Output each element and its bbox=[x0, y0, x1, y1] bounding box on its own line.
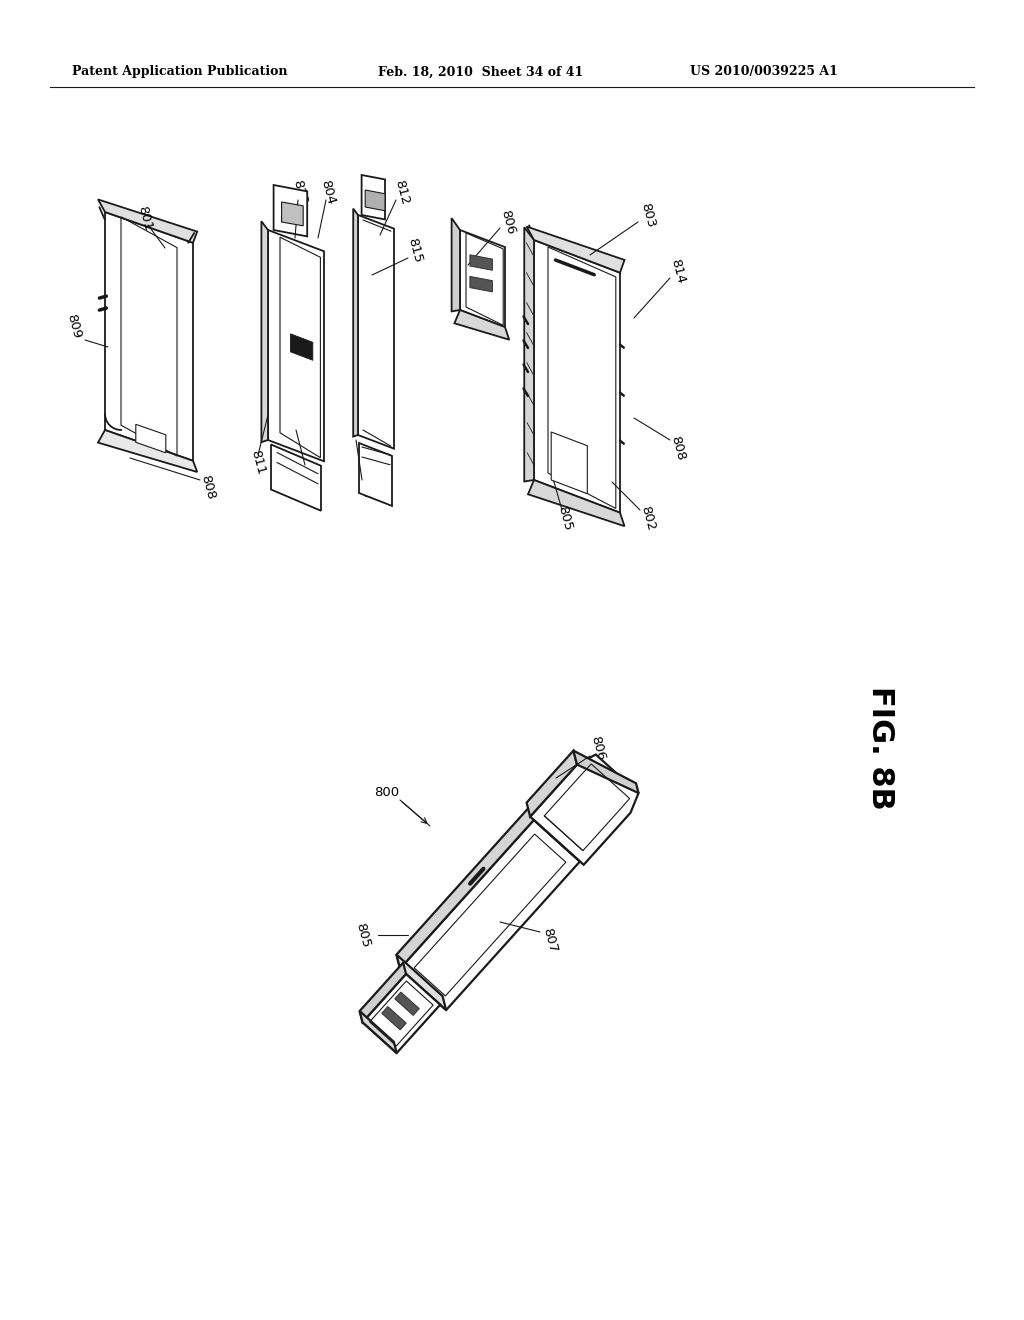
Text: 801: 801 bbox=[135, 205, 155, 232]
Polygon shape bbox=[271, 445, 321, 511]
Polygon shape bbox=[268, 230, 324, 461]
Polygon shape bbox=[273, 185, 307, 236]
Polygon shape bbox=[452, 218, 460, 312]
Polygon shape bbox=[460, 230, 505, 327]
Text: 808: 808 bbox=[199, 473, 217, 500]
Text: 805: 805 bbox=[555, 504, 574, 532]
Polygon shape bbox=[551, 432, 588, 494]
Text: 807: 807 bbox=[541, 927, 559, 954]
Polygon shape bbox=[98, 199, 198, 243]
Polygon shape bbox=[261, 222, 268, 442]
Polygon shape bbox=[396, 807, 534, 969]
Text: 811: 811 bbox=[249, 447, 267, 477]
Polygon shape bbox=[105, 213, 193, 461]
Polygon shape bbox=[358, 215, 394, 449]
Polygon shape bbox=[526, 227, 625, 273]
Polygon shape bbox=[282, 202, 303, 226]
Polygon shape bbox=[382, 1007, 407, 1030]
Text: 803: 803 bbox=[638, 201, 657, 228]
Text: US 2010/0039225 A1: US 2010/0039225 A1 bbox=[690, 66, 838, 78]
Polygon shape bbox=[526, 751, 577, 817]
Text: 806: 806 bbox=[499, 209, 517, 236]
Polygon shape bbox=[291, 334, 312, 360]
Polygon shape bbox=[548, 247, 615, 508]
Text: 809: 809 bbox=[65, 312, 83, 339]
Polygon shape bbox=[362, 974, 440, 1053]
Text: 808: 808 bbox=[669, 434, 687, 462]
Text: 802: 802 bbox=[638, 504, 657, 532]
Polygon shape bbox=[361, 176, 385, 219]
Polygon shape bbox=[530, 807, 580, 862]
Polygon shape bbox=[359, 1011, 396, 1053]
Text: 800: 800 bbox=[375, 787, 399, 800]
Text: Patent Application Publication: Patent Application Publication bbox=[72, 66, 288, 78]
Text: 807: 807 bbox=[355, 474, 375, 502]
Polygon shape bbox=[455, 310, 509, 339]
Polygon shape bbox=[466, 234, 503, 325]
Polygon shape bbox=[280, 238, 321, 458]
Polygon shape bbox=[359, 444, 392, 506]
Text: FIG. 8B: FIG. 8B bbox=[865, 686, 895, 810]
Polygon shape bbox=[98, 430, 198, 473]
Polygon shape bbox=[400, 820, 580, 1010]
Polygon shape bbox=[524, 227, 534, 482]
Polygon shape bbox=[353, 209, 358, 437]
Text: 810: 810 bbox=[298, 458, 317, 486]
Text: 815: 815 bbox=[406, 236, 425, 264]
Polygon shape bbox=[534, 240, 620, 512]
Polygon shape bbox=[394, 993, 419, 1015]
Polygon shape bbox=[528, 480, 625, 527]
Text: Feb. 18, 2010  Sheet 34 of 41: Feb. 18, 2010 Sheet 34 of 41 bbox=[378, 66, 584, 78]
Polygon shape bbox=[470, 276, 493, 292]
Polygon shape bbox=[366, 190, 385, 211]
Text: 806: 806 bbox=[589, 734, 607, 762]
Polygon shape bbox=[396, 954, 446, 1010]
Text: 812: 812 bbox=[392, 178, 412, 206]
Polygon shape bbox=[573, 751, 639, 793]
Text: 805: 805 bbox=[353, 921, 373, 949]
Polygon shape bbox=[530, 755, 639, 865]
Text: 813: 813 bbox=[291, 178, 309, 206]
Polygon shape bbox=[470, 255, 493, 271]
Text: 804: 804 bbox=[318, 178, 338, 206]
Polygon shape bbox=[359, 962, 406, 1022]
Polygon shape bbox=[136, 424, 166, 453]
Text: 814: 814 bbox=[669, 257, 687, 285]
